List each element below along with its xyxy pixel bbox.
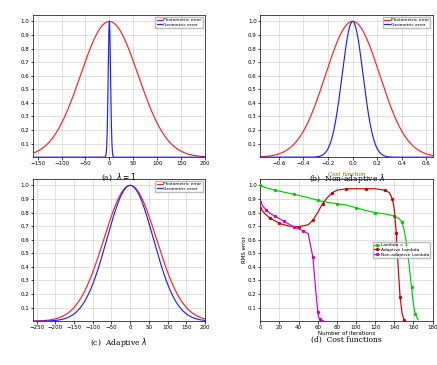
Legend: Lambda = 1, Adaptive Lambda, Non-adaptive Lambda: Lambda = 1, Adaptive Lambda, Non-adaptiv… — [373, 242, 430, 258]
Title: Cost function: Cost function — [328, 172, 365, 177]
Legend: Photometric error, Geometric error: Photometric error, Geometric error — [383, 17, 430, 28]
Text: (d)  Cost functions: (d) Cost functions — [311, 336, 382, 344]
Y-axis label: RMS error: RMS error — [242, 237, 246, 263]
Text: (b)  Non-adaptive $\lambda$: (b) Non-adaptive $\lambda$ — [309, 172, 384, 185]
Text: (a)  $\lambda = 1$: (a) $\lambda = 1$ — [101, 172, 137, 183]
Legend: Photometric error, Geometric error: Photometric error, Geometric error — [156, 17, 203, 28]
X-axis label: Number of iterations: Number of iterations — [318, 331, 375, 336]
Legend: Photometric error, Geometric error: Photometric error, Geometric error — [156, 181, 203, 192]
Text: (c)  Adaptive $\lambda$: (c) Adaptive $\lambda$ — [90, 336, 148, 349]
